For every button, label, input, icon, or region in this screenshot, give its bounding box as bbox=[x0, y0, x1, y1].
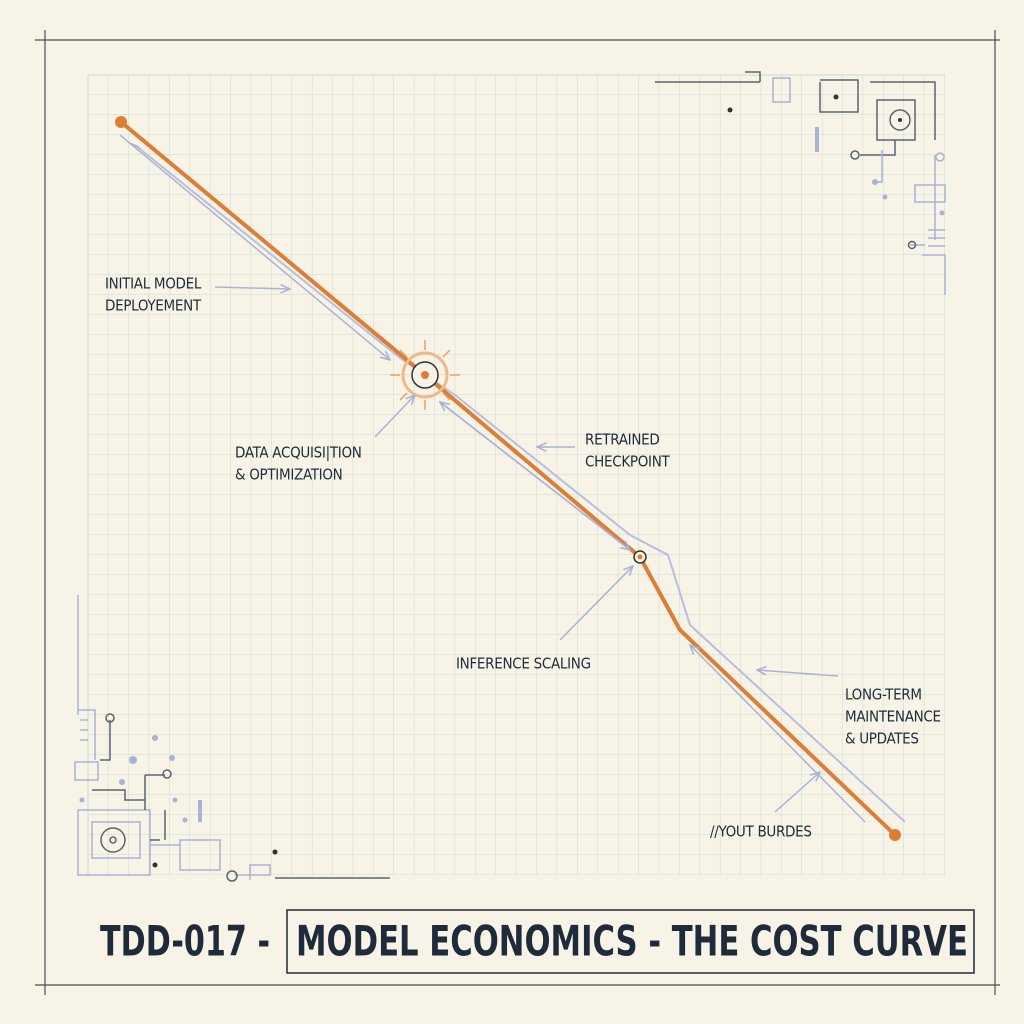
stage-label: & UPDATES bbox=[845, 730, 919, 748]
title-box bbox=[286, 909, 975, 974]
stage-label: DEPLOYEMENT bbox=[105, 297, 202, 315]
label-arrow bbox=[559, 566, 633, 641]
guide-arrow bbox=[119, 134, 390, 360]
title-name: MODEL ECONOMICS - THE COST CURVE bbox=[296, 917, 968, 966]
label-arrow bbox=[374, 395, 415, 438]
guide-arrow bbox=[690, 645, 866, 823]
frame bbox=[35, 30, 1000, 995]
label-arrow bbox=[757, 670, 839, 677]
milestone-burst bbox=[390, 340, 460, 410]
label-arrow bbox=[214, 287, 290, 289]
circuit-decoration bbox=[74, 595, 390, 882]
end-point bbox=[889, 829, 901, 841]
stage-label: MAINTENANCE bbox=[845, 708, 941, 726]
milestone-core bbox=[637, 554, 643, 560]
stage-label: DATA ACQUISI|TION bbox=[235, 444, 362, 462]
stage-label: LONG-TERM bbox=[845, 686, 922, 704]
label-arrow bbox=[774, 772, 820, 813]
stage-label: INFERENCE SCALING bbox=[456, 655, 591, 673]
title-code: TDD-017 - bbox=[100, 917, 270, 966]
guide-arrow bbox=[439, 401, 630, 550]
stage-label: CHECKPOINT bbox=[585, 453, 671, 471]
stage-label: INITIAL MODEL bbox=[105, 275, 202, 293]
circuit-decoration bbox=[655, 71, 946, 295]
grid bbox=[88, 75, 945, 875]
stage-label: //YOUT BURDES bbox=[710, 823, 812, 841]
start-point bbox=[115, 116, 127, 128]
stage-label: RETRAINED bbox=[585, 431, 659, 449]
stage-label: & OPTIMIZATION bbox=[235, 466, 342, 484]
labels: INITIAL MODEL DEPLOYEMENT DATA ACQUISI|TIO… bbox=[105, 275, 941, 841]
